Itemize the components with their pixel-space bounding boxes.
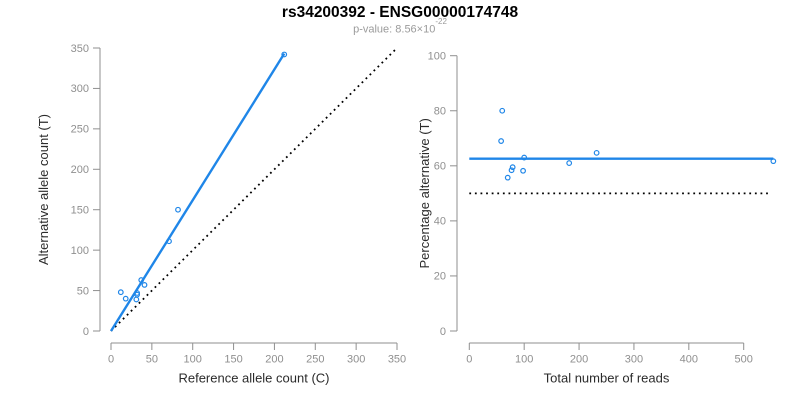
x-tick-label: 500 — [735, 354, 753, 366]
figure-title: rs34200392 - ENSG00000174748 — [281, 4, 519, 21]
figure-subtitle: p-value: 8.56×10-22 — [0, 17, 800, 36]
data-point — [509, 164, 516, 171]
data-point — [498, 138, 505, 144]
fit-line — [109, 53, 286, 332]
allele-count-scatter: 0 50 100 150 200 250 300 350 0 50 100 150 200 250 300 3… — [36, 43, 406, 386]
y-tick-label: 50 — [77, 285, 89, 297]
data-point — [770, 158, 777, 165]
x-tick-label: 300 — [347, 354, 365, 366]
y-axis-title: Percentage alternative (T) — [417, 118, 432, 268]
percentage-alternative-scatter: 0 20 40 60 80 100 0 100 200 300 400 500 Total number… — [417, 51, 777, 386]
data-point — [281, 51, 288, 58]
y-tick-label: 100 — [71, 245, 89, 257]
x-tick-label: 300 — [625, 354, 643, 366]
p-value-exponent: -22 — [435, 17, 447, 26]
data-point — [566, 160, 573, 166]
y-tick-label: 0 — [83, 326, 89, 338]
data-point — [117, 289, 124, 296]
x-tick-label: 200 — [265, 354, 283, 366]
y-tick-label: 100 — [428, 51, 446, 63]
y-tick-label: 60 — [434, 161, 446, 173]
y-tick-label: 250 — [71, 124, 89, 136]
y-axis-title: Alternative allele count (T) — [36, 114, 51, 265]
y-tick-label: 80 — [434, 106, 446, 118]
y-tick-label: 150 — [71, 205, 89, 217]
x-axis-title: Reference allele count (C) — [178, 371, 329, 386]
data-point — [504, 174, 511, 181]
x-tick-label: 100 — [184, 354, 202, 366]
x-tick-label: 0 — [108, 354, 114, 366]
y-tick-label: 0 — [440, 326, 446, 338]
data-point — [521, 154, 528, 161]
data-point — [593, 149, 600, 156]
p-value-text: p-value: 8.56×10 — [353, 23, 436, 36]
data-point — [520, 167, 526, 174]
data-point — [138, 277, 145, 283]
x-axis-title: Total number of reads — [544, 371, 670, 386]
x-tick-label: 400 — [680, 354, 698, 366]
data-point — [175, 206, 181, 213]
x-tick-label: 100 — [515, 354, 533, 366]
x-tick-label: 50 — [146, 354, 158, 366]
data-point — [499, 107, 506, 114]
x-tick-label: 150 — [224, 354, 242, 366]
y-tick-label: 20 — [434, 271, 446, 283]
y-tick-label: 40 — [434, 216, 446, 228]
x-tick-label: 350 — [388, 354, 406, 366]
data-point — [508, 167, 515, 174]
y-tick-label: 350 — [71, 43, 89, 55]
x-tick-label: 0 — [466, 354, 472, 366]
y-tick-label: 200 — [71, 164, 89, 176]
x-tick-label: 200 — [570, 354, 588, 366]
data-point — [133, 296, 140, 303]
y-tick-label: 300 — [71, 83, 89, 95]
identity-line — [110, 47, 398, 332]
data-point — [134, 291, 141, 298]
x-tick-label: 250 — [306, 354, 324, 366]
data-point — [141, 282, 148, 288]
data-point — [122, 295, 129, 302]
data-point — [166, 238, 172, 245]
